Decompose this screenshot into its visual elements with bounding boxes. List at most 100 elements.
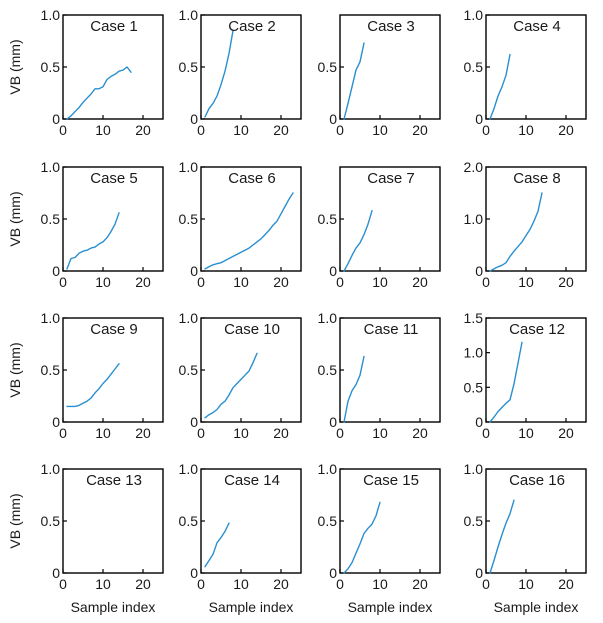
y-tick-label: 0 xyxy=(475,111,483,127)
x-tick-label: 0 xyxy=(197,274,205,290)
y-tick-label: 0.5 xyxy=(179,59,199,75)
x-axis-label: Sample index xyxy=(209,599,294,615)
plot-frame xyxy=(485,317,587,423)
y-tick-label: 1.0 xyxy=(318,461,338,477)
x-tick-label: 20 xyxy=(273,274,289,290)
y-tick-label: 1.0 xyxy=(41,461,61,477)
y-tick-label: 0 xyxy=(190,565,198,581)
y-tick-label: 1.0 xyxy=(464,345,484,361)
case-title: Case 2 xyxy=(228,18,276,35)
x-tick-label: 10 xyxy=(518,122,534,138)
x-tick-label: 0 xyxy=(59,576,67,592)
x-tick-label: 10 xyxy=(233,274,249,290)
y-tick-label: 0.5 xyxy=(318,362,338,378)
x-tick-label: 20 xyxy=(412,576,428,592)
y-tick-label: 0 xyxy=(52,263,60,279)
x-tick-label: 10 xyxy=(372,425,388,441)
subplot-case-4: 0 0.5 1.0 0 10 20 Case 4 xyxy=(464,7,587,138)
y-tick-label: 0.5 xyxy=(41,513,61,529)
y-tick-label: 1.0 xyxy=(179,159,199,175)
series-line xyxy=(204,522,230,568)
x-tick-label: 0 xyxy=(197,425,205,441)
x-tick-label: 20 xyxy=(558,274,574,290)
y-tick-label: 0.5 xyxy=(464,513,484,529)
x-tick-label: 10 xyxy=(372,576,388,592)
y-tick-label: 0.5 xyxy=(464,379,484,395)
x-tick-label: 10 xyxy=(95,122,111,138)
x-tick-label: 10 xyxy=(518,576,534,592)
y-tick-label: 0 xyxy=(329,565,337,581)
x-tick-label: 20 xyxy=(558,425,574,441)
x-tick-label: 0 xyxy=(197,576,205,592)
y-tick-label: 0.5 xyxy=(179,211,199,227)
series-line xyxy=(204,192,294,270)
case-title: Case 16 xyxy=(509,472,565,489)
y-axis-label: VB (mm) xyxy=(7,39,23,94)
series-line xyxy=(204,29,234,118)
x-tick-label: 10 xyxy=(233,122,249,138)
x-tick-label: 20 xyxy=(273,425,289,441)
case-title: Case 12 xyxy=(509,321,565,338)
x-tick-label: 10 xyxy=(518,274,534,290)
case-title: Case 15 xyxy=(363,472,419,489)
subplot-case-8: 0 1.0 2.0 0 10 20 Case 8 xyxy=(464,159,587,290)
y-tick-label: 0 xyxy=(329,111,337,127)
x-tick-label: 10 xyxy=(372,122,388,138)
subplot-case-2: 0 0.5 1.0 0 10 20 Case 2 xyxy=(179,7,302,138)
case-title: Case 8 xyxy=(513,170,561,187)
y-tick-label: 1.0 xyxy=(179,461,199,477)
x-tick-label: 10 xyxy=(95,425,111,441)
subplot-case-1: 0 0.5 1.0 0 10 20 Case 1 xyxy=(41,7,164,138)
case-title: Case 1 xyxy=(90,18,138,35)
y-tick-label: 0.5 xyxy=(318,211,338,227)
x-tick-label: 20 xyxy=(135,122,151,138)
y-tick-label: 0 xyxy=(52,565,60,581)
y-tick-label: 0.5 xyxy=(179,362,199,378)
x-tick-label: 0 xyxy=(482,425,490,441)
y-tick-label: 0 xyxy=(475,565,483,581)
y-tick-label: 0 xyxy=(190,111,198,127)
y-tick-label: 0 xyxy=(52,414,60,430)
y-tick-label: 1.0 xyxy=(179,7,199,23)
x-tick-label: 20 xyxy=(412,274,428,290)
x-tick-label: 10 xyxy=(95,576,111,592)
y-tick-label: 0 xyxy=(190,414,198,430)
y-tick-label: 0.5 xyxy=(41,211,61,227)
x-tick-label: 0 xyxy=(482,122,490,138)
x-tick-label: 0 xyxy=(336,274,344,290)
y-tick-label: 1.0 xyxy=(464,461,484,477)
series-line xyxy=(489,192,543,272)
case-title: Case 10 xyxy=(224,321,280,338)
series-line xyxy=(343,501,381,574)
y-tick-label: 1.0 xyxy=(464,211,484,227)
case-title: Case 5 xyxy=(90,170,138,187)
x-tick-label: 20 xyxy=(135,425,151,441)
x-tick-label: 0 xyxy=(482,274,490,290)
case-title: Case 9 xyxy=(90,321,138,338)
subplot-case-16: 0 0.5 1.0 0 10 20 Case 16 xyxy=(464,461,587,592)
series-line xyxy=(343,42,365,120)
y-tick-label: 1.0 xyxy=(41,310,61,326)
case-title: Case 3 xyxy=(367,18,415,35)
subplot-case-6: 0 0.5 1.0 0 10 20 Case 6 xyxy=(179,159,302,290)
y-tick-label: 1.0 xyxy=(41,7,61,23)
series-line xyxy=(66,66,132,120)
x-tick-label: 0 xyxy=(197,122,205,138)
x-tick-label: 20 xyxy=(135,576,151,592)
x-axis-label: Sample index xyxy=(348,599,433,615)
y-axis-label: VB (mm) xyxy=(7,191,23,246)
x-tick-label: 10 xyxy=(233,576,249,592)
x-tick-label: 20 xyxy=(135,274,151,290)
y-tick-label: 1.5 xyxy=(464,310,484,326)
y-tick-label: 0 xyxy=(190,263,198,279)
y-tick-label: 0 xyxy=(475,263,483,279)
x-tick-label: 0 xyxy=(336,576,344,592)
x-axis-label: Sample index xyxy=(494,599,579,615)
x-tick-label: 20 xyxy=(558,576,574,592)
x-tick-label: 10 xyxy=(372,274,388,290)
series-line xyxy=(66,363,120,408)
y-tick-label: 0.5 xyxy=(179,513,199,529)
subplot-case-5: 0 0.5 1.0 0 10 20 Case 5 xyxy=(41,159,164,290)
x-tick-label: 20 xyxy=(273,122,289,138)
